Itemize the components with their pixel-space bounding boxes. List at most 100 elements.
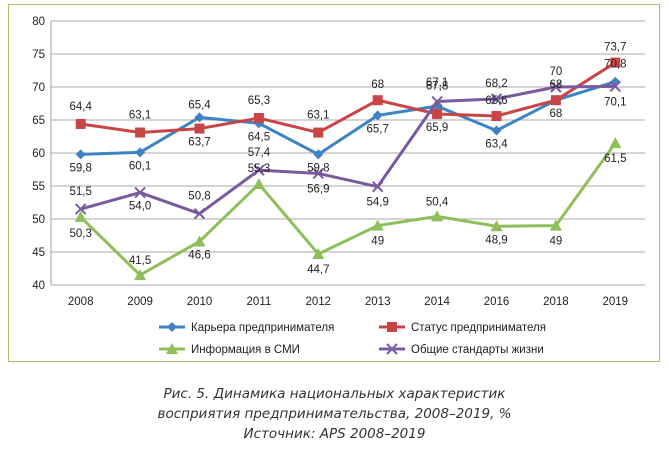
series-3-point	[312, 167, 325, 180]
data-label: 54,0	[129, 201, 151, 213]
y-tick-label: 45	[32, 247, 45, 259]
chart-frame: 40 45 50 55 60 65 70 75 80 2008 2009 2010 2011 2012 20…	[8, 4, 660, 362]
x-tick-label: 2019	[603, 296, 629, 308]
x-tick-label: 2008	[68, 296, 94, 308]
series-2-point	[134, 269, 147, 281]
series-1-point	[372, 95, 383, 106]
series-3-point	[134, 186, 146, 199]
series-3-line	[80, 84, 616, 216]
data-label: 60,1	[129, 160, 151, 172]
series-0-point	[75, 149, 86, 160]
data-label: 59,8	[70, 162, 92, 174]
series-2-point	[252, 178, 265, 190]
series-2-point	[549, 219, 562, 231]
series-3-point	[253, 164, 265, 176]
y-tick-label: 70	[32, 82, 45, 94]
data-label: 68	[550, 108, 563, 120]
series-2-point	[371, 219, 384, 231]
series-3-point	[74, 203, 87, 215]
series-1-point	[194, 123, 205, 134]
series-1-line	[80, 61, 617, 135]
data-label: 49	[371, 236, 384, 248]
data-label: 55,3	[248, 163, 270, 175]
data-label: 46,6	[188, 249, 210, 261]
data-label: 54,9	[367, 197, 389, 209]
y-tick-label: 55	[32, 181, 45, 193]
series-1-point	[253, 113, 264, 124]
legend-label: Статус предпринимателя	[411, 322, 546, 334]
data-label: 63,1	[129, 110, 151, 122]
series-1-point	[135, 127, 146, 138]
x-tick-label: 2011	[247, 296, 272, 308]
y-tick-label: 75	[32, 49, 45, 61]
figure-caption: Рис. 5. Динамика национальных характерис…	[0, 384, 669, 444]
legend-label: Информация в СМИ	[191, 344, 300, 356]
legend-item-1: Статус предпринимателя	[379, 322, 546, 334]
gridlines	[51, 20, 645, 286]
series-1-point	[550, 95, 561, 106]
data-label: 70,8	[604, 59, 626, 71]
legend-swatch-marker	[166, 343, 178, 354]
series	[74, 57, 622, 281]
x-tick-label: 2012	[306, 296, 332, 308]
data-label: 50,4	[426, 196, 449, 208]
data-label: 59,8	[307, 162, 329, 174]
series-3-point	[371, 180, 384, 193]
x-tick-label: 2010	[187, 296, 213, 308]
axes: 40 45 50 55 60 65 70 75 80 2008 2009 2010 2011 2012 20…	[32, 16, 628, 308]
x-tick-label: 2014	[424, 296, 450, 308]
data-label: 73,7	[604, 42, 626, 54]
data-label: 50,3	[70, 228, 92, 240]
series-3-point	[550, 81, 562, 93]
data-label: 41,5	[129, 255, 151, 267]
data-label: 57,4	[248, 147, 271, 159]
y-tick-label: 50	[32, 214, 45, 226]
x-tick-label: 2016	[484, 296, 510, 308]
line-chart: 40 45 50 55 60 65 70 75 80 2008 2009 2010 2011 2012 20…	[32, 16, 645, 356]
series-2-line	[79, 142, 617, 277]
x-tick-label: 2018	[543, 296, 569, 308]
y-tick-label: 65	[32, 115, 45, 127]
series-1-point	[610, 57, 621, 68]
series-2-point	[312, 247, 325, 259]
series-1-point	[313, 127, 324, 138]
series-2-point	[431, 210, 444, 222]
legend-label: Общие стандарты жизни	[411, 344, 544, 356]
series-1-point	[75, 118, 86, 129]
x-tick-label: 2013	[365, 296, 391, 308]
data-label: 63,1	[307, 110, 329, 122]
series-0-point	[313, 149, 324, 160]
y-tick-label: 80	[32, 16, 45, 28]
data-label: 68	[550, 79, 563, 91]
data-label: 70	[550, 66, 563, 78]
y-tick-label: 40	[32, 280, 45, 292]
data-label: 67,8	[426, 81, 448, 93]
data-label: 44,7	[307, 264, 329, 276]
data-label: 67,1	[426, 77, 448, 89]
legend-swatch-marker	[387, 322, 397, 332]
series-3-point	[431, 95, 443, 108]
series-2-point	[74, 211, 87, 223]
legend-item-3: Общие стандарты жизни	[379, 343, 544, 356]
data-label: 70,1	[604, 96, 626, 108]
series-3-point	[490, 93, 503, 105]
caption-line-3: Источник: APS 2008–2019	[243, 426, 426, 442]
y-tick-label: 60	[32, 148, 45, 160]
series-0-point	[194, 112, 205, 123]
series-1-point	[432, 109, 443, 120]
data-labels: 59,8 60,1 65,4 64,5 59,8 65,7 67,1 63,4 68 70,8 64…	[70, 42, 627, 276]
data-label: 61,5	[604, 153, 626, 165]
legend-swatch-marker	[386, 343, 398, 355]
data-label: 65,9	[426, 122, 448, 134]
data-label: 63,7	[188, 137, 210, 149]
data-label: 65,7	[367, 123, 389, 135]
legend: Карьера предпринимателя Статус предприним…	[159, 322, 546, 356]
data-label: 65,4	[188, 99, 211, 111]
legend-item-0: Карьера предпринимателя	[159, 322, 334, 334]
series-0-point	[491, 125, 502, 136]
series-0-line	[80, 80, 616, 156]
series-3-point	[609, 80, 622, 93]
legend-swatch-marker	[167, 322, 177, 332]
data-label: 68	[371, 79, 384, 91]
caption-line-2: восприятия предпринимательства, 2008–201…	[157, 406, 512, 422]
